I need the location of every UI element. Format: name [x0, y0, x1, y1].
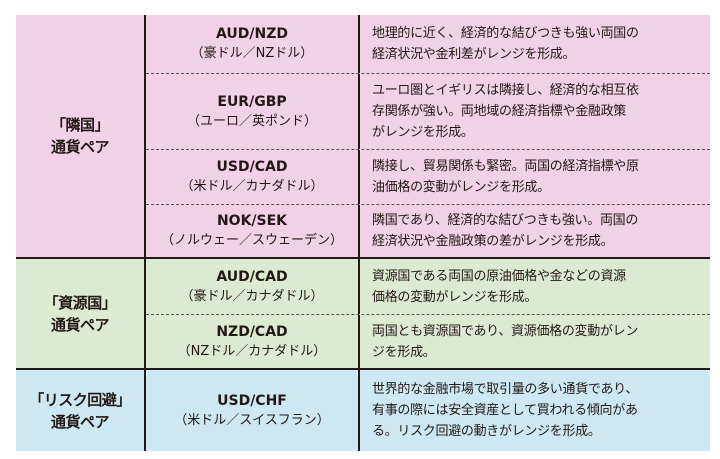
- category-line: 通貨ペア: [50, 138, 110, 156]
- table-row: USD/CHF （米ドル／スイスフラン） 世界的な金融市場で取引量の多い通貨であり、…: [146, 370, 710, 451]
- description-line: がレンジを形成。: [372, 125, 474, 140]
- currency-pair: NOK/SEK （ノルウェー／スウェーデン）: [146, 205, 360, 257]
- table-row: AUD/NZD （豪ドル／NZドル） 地理的に近く、経済的な結びつきも強い両国の 経済…: [146, 15, 710, 73]
- description-line: 有事の際には安全資産として買われる傾向があ: [372, 403, 638, 418]
- pair-code: AUD/NZD: [216, 26, 288, 42]
- description-line: 隣国であり、経済的な結びつきも強い。両国の: [372, 213, 639, 228]
- category-line: 通貨ペア: [50, 315, 110, 334]
- table-row: NZD/CAD （NZドル／カナダドル） 両国とも資源国であり、資源価格の変動がレン…: [146, 314, 710, 368]
- description-line: 両国とも資源国であり、資源価格の変動がレン: [372, 323, 639, 339]
- description-line: 資源国である両国の原油価格や金などの資源: [372, 268, 626, 284]
- description-line: 油価格の変動がレンジを形成。: [372, 180, 550, 195]
- pair-name: （NZドル／カナダドル）: [177, 343, 327, 359]
- pair-description: 世界的な金融市場で取引量の多い通貨であり、 有事の際には安全資産として買われる傾向…: [360, 370, 710, 451]
- category-line: 通貨ペア: [50, 412, 110, 431]
- description-line: 存関係が強い。両地域の経済指標や金融政策: [372, 104, 627, 119]
- description-line: ジを形成。: [372, 344, 436, 360]
- table-row: AUD/CAD （豪ドル／カナダドル） 資源国である両国の原油価格や金などの資源 価格…: [146, 259, 710, 314]
- category-label: 「隣国」 通貨ペア: [16, 15, 146, 257]
- pair-name: （豪ドル／NZドル）: [190, 46, 314, 61]
- pair-description: 資源国である両国の原油価格や金などの資源 価格の変動がレンジを形成。: [360, 259, 710, 314]
- pair-name: （豪ドル／カナダドル）: [180, 288, 324, 304]
- pair-name: （米ドル／カナダドル）: [180, 179, 324, 194]
- pair-code: USD/CHF: [217, 392, 287, 409]
- category-line: 「リスク回避」: [29, 390, 131, 409]
- pair-name: （ユーロ／英ポンド）: [186, 113, 317, 129]
- currency-pair: USD/CAD （米ドル／カナダドル）: [146, 150, 360, 204]
- table-row: NOK/SEK （ノルウェー／スウェーデン） 隣国であり、経済的な結びつきも強い。両…: [146, 204, 710, 257]
- category-label: 「資源国」 通貨ペア: [16, 259, 146, 368]
- currency-pair-table: 「隣国」通貨ペア AUD/NZD （豪ドル／NZドル） 地理的に近く、経済的な結びつき…: [16, 15, 710, 451]
- description-line: 隣接し、貿易関係も緊密。両国の経済指標や原: [372, 159, 639, 174]
- pair-code: AUD/CAD: [216, 268, 288, 285]
- description-line: る。リスク回避の動きがレンジを形成。: [372, 424, 601, 439]
- currency-pair: AUD/NZD （豪ドル／NZドル）: [146, 15, 360, 73]
- description-line: 経済状況や金融政策の差がレンジを形成。: [372, 234, 614, 249]
- currency-pair: AUD/CAD （豪ドル／カナダドル）: [146, 259, 360, 314]
- group-risk: 「リスク回避」 通貨ペア USD/CHF （米ドル／スイスフラン） 世界的な金融市場で取…: [16, 368, 710, 451]
- category-line: 「隣国」: [50, 116, 110, 134]
- table-row: USD/CAD （米ドル／カナダドル） 隣接し、貿易関係も緊密。両国の経済指標や原油…: [146, 149, 710, 204]
- description-line: ユーロ圏とイギリスは隣接し、経済的な相互依: [372, 83, 639, 98]
- group-resource: 「資源国」通貨ペア AUD/CAD （豪ドル／カナダドル） 資源国である両国の原油価格…: [16, 257, 710, 368]
- pair-description: ユーロ圏とイギリスは隣接し、経済的な相互依 存関係が強い。両地域の経済指標や金融政…: [360, 74, 710, 149]
- pair-code: NOK/SEK: [216, 213, 288, 229]
- pair-name: （米ドル／スイスフラン）: [174, 412, 330, 428]
- pair-description: 両国とも資源国であり、資源価格の変動がレン ジを形成。: [360, 315, 710, 368]
- pair-code: USD/CAD: [216, 159, 288, 175]
- table-row: EUR/GBP （ユーロ／英ポンド） ユーロ圏とイギリスは隣接し、経済的な相互依 存関…: [146, 73, 710, 149]
- category-label: 「リスク回避」 通貨ペア: [16, 370, 146, 451]
- pair-description: 隣接し、貿易関係も緊密。両国の経済指標や原 油価格の変動がレンジを形成。: [360, 150, 710, 204]
- currency-pair: USD/CHF （米ドル／スイスフラン）: [146, 370, 360, 451]
- description-line: 価格の変動がレンジを形成。: [372, 289, 538, 305]
- pair-description: 地理的に近く、経済的な結びつきも強い両国の 経済状況や金利差がレンジを形成。: [360, 15, 710, 73]
- category-line: 「資源国」: [43, 293, 117, 312]
- currency-pair: EUR/GBP （ユーロ／英ポンド）: [146, 74, 360, 149]
- group-neighbor: 「隣国」通貨ペア AUD/NZD （豪ドル／NZドル） 地理的に近く、経済的な結びつき…: [16, 15, 710, 257]
- currency-pair: NZD/CAD （NZドル／カナダドル）: [146, 315, 360, 368]
- description-line: 地理的に近く、経済的な結びつきも強い両国の: [372, 26, 639, 41]
- pair-code: EUR/GBP: [217, 93, 287, 110]
- description-line: 世界的な金融市場で取引量の多い通貨であり、: [372, 382, 639, 397]
- pair-name: （ノルウェー／スウェーデン）: [160, 233, 343, 248]
- pair-description: 隣国であり、経済的な結びつきも強い。両国の 経済状況や金融政策の差がレンジを形成。: [360, 205, 710, 257]
- pair-code: NZD/CAD: [216, 323, 288, 340]
- description-line: 経済状況や金利差がレンジを形成。: [372, 47, 576, 62]
